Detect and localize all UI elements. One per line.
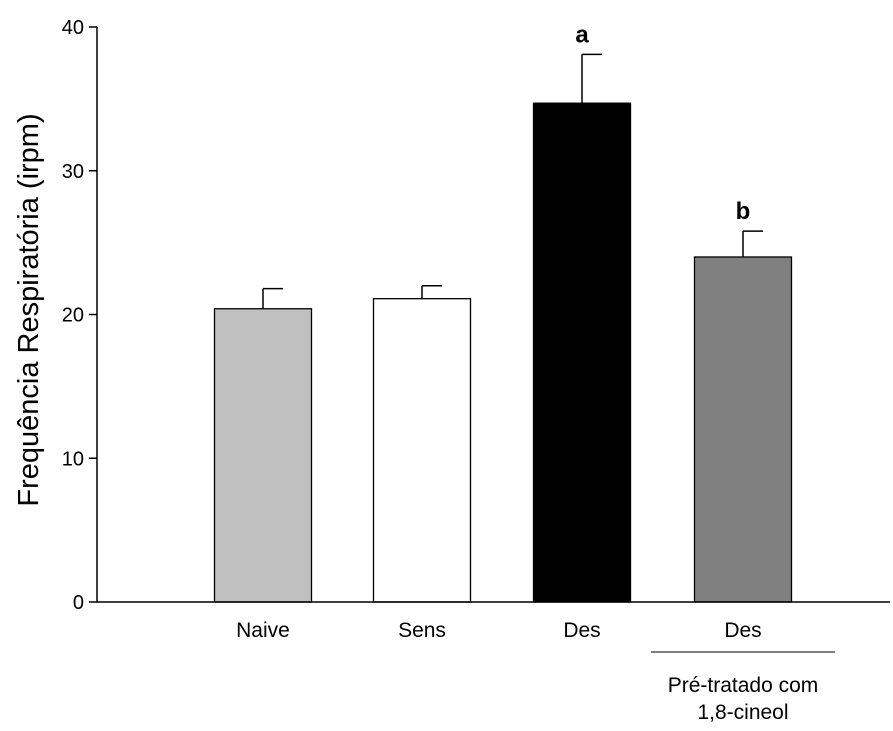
bar [213,308,313,603]
bar [693,256,793,603]
y-tick-label: 20 [62,305,84,327]
x-tick-label: Des [724,619,761,642]
bar [532,102,632,603]
bars-group [213,102,793,603]
x-tick-label: Naive [236,619,290,642]
y-axis-label: Frequência Respiratória (irpm) [13,113,45,506]
annotation-line-1: Pré-tratado com [668,674,819,697]
x-tick-label: Des [563,619,600,642]
significance-label: b [736,198,751,225]
x-tick-labels-group: Naive Sens Des Des [236,619,762,642]
error-bars-group [262,53,763,309]
y-tick-label: 30 [62,161,84,183]
significance-label: a [575,21,589,48]
y-tick-label: 10 [62,448,84,470]
y-ticks-group: 0 10 20 30 40 [62,17,97,614]
y-tick-label: 0 [73,592,84,614]
bar [372,298,472,603]
group-annotation: Pré-tratado com 1,8-cineol [651,651,835,724]
significance-labels-group: ab [575,21,750,225]
annotation-line-2: 1,8-cineol [697,701,788,724]
y-tick-label: 40 [62,17,84,39]
x-tick-label: Sens [398,619,446,642]
